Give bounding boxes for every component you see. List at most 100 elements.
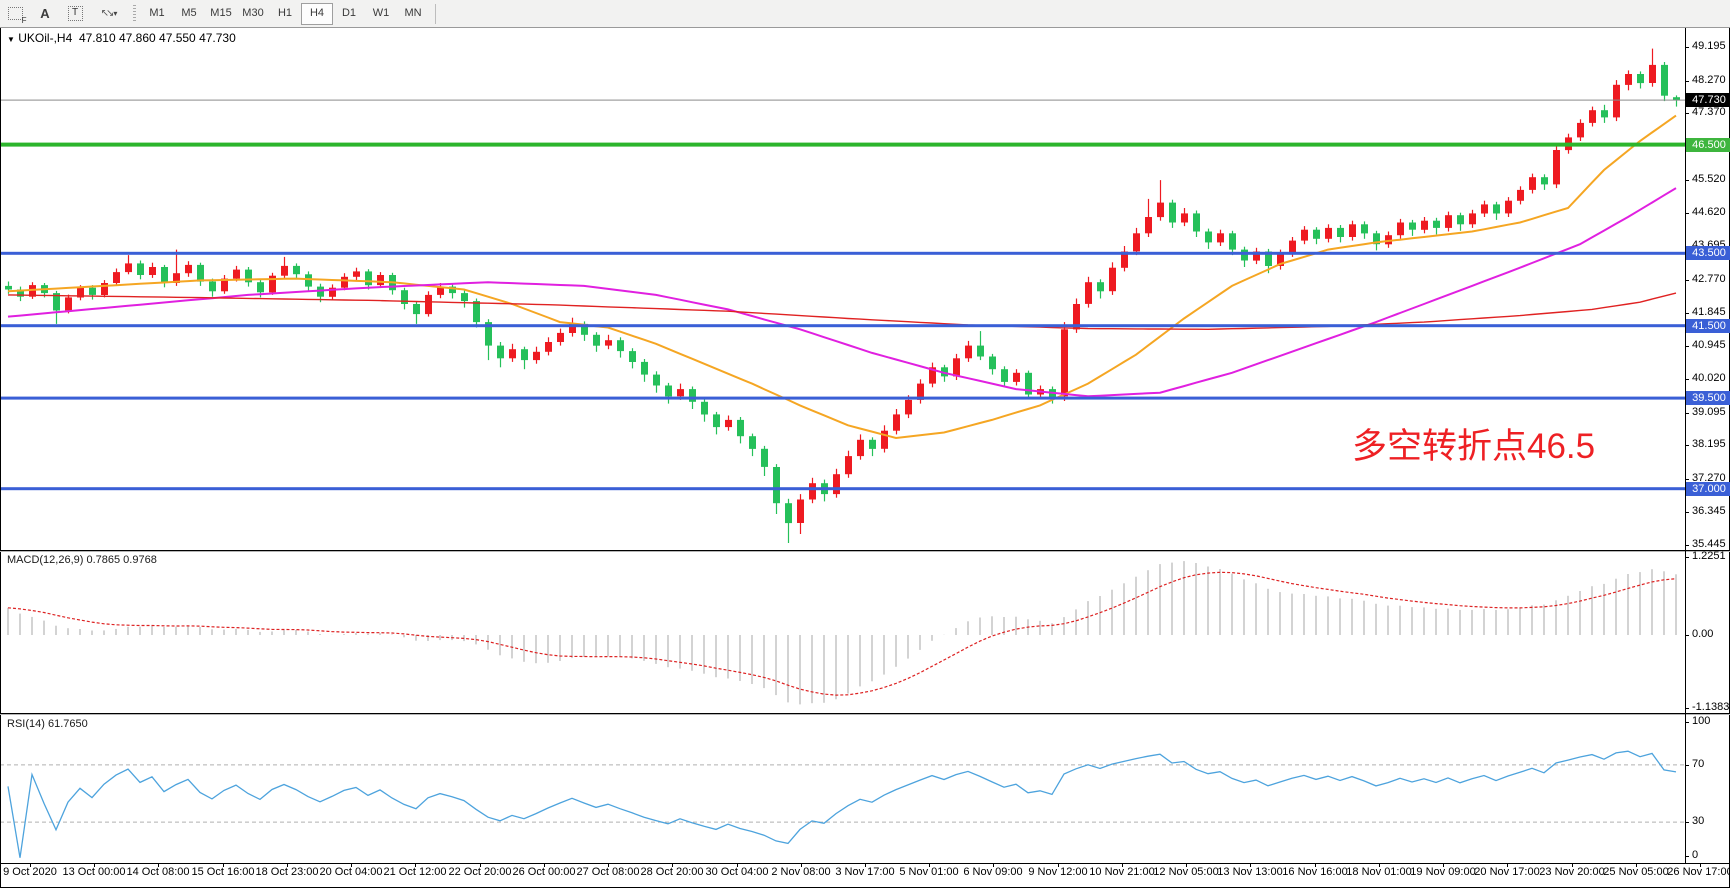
rsi-axis-tick (1685, 822, 1689, 823)
time-axis-label: 10 Nov 21:00 (1089, 866, 1155, 878)
pivot-line (0, 142, 1685, 147)
time-axis-label: 20 Nov 17:00 (1474, 866, 1540, 878)
price-axis-label: 49.195 (1692, 40, 1726, 52)
time-axis-tick (1443, 863, 1444, 867)
time-axis-label: 13 Oct 00:00 (62, 866, 126, 878)
support-line (0, 487, 1685, 491)
timeframe-button-m5[interactable]: M5 (181, 6, 197, 19)
time-axis-tick (801, 863, 802, 867)
time-axis-label: 2 Nov 08:00 (771, 866, 831, 878)
time-axis-label: 21 Oct 12:00 (383, 866, 447, 878)
price-axis-tick (1685, 180, 1689, 181)
time-axis-label: 26 Oct 00:00 (512, 866, 576, 878)
price-axis-tick (1685, 445, 1689, 446)
time-axis-tick (1636, 863, 1637, 867)
chart-title: ▼ UKOil-,H4 47.810 47.860 47.550 47.730 (7, 31, 236, 45)
timeframe-button-h4[interactable]: H4 (301, 2, 333, 25)
macd-axis-tick (1685, 708, 1689, 709)
price-axis-tick (1685, 81, 1689, 82)
time-axis-tick (287, 863, 288, 867)
timeframe-button-h1[interactable]: H1 (277, 6, 293, 19)
text-label-tool-button[interactable]: A (31, 2, 59, 26)
time-axis-tick (1058, 863, 1059, 867)
price-badge-37.000: 37.000 (1686, 482, 1730, 496)
time-axis-tick (351, 863, 352, 867)
price-axis-label: 40.020 (1692, 372, 1726, 384)
toolbar-gripper[interactable] (133, 4, 136, 23)
arrow-objects-icon: ↖↘ (100, 8, 115, 19)
macd-pane[interactable] (0, 552, 1685, 712)
timeframe-button-m15[interactable]: M15 (210, 6, 232, 19)
macd-axis-tick (1685, 557, 1689, 558)
time-axis-label: 13 Nov 13:00 (1217, 866, 1283, 878)
ohlc-readout: 47.810 47.860 47.550 47.730 (78, 31, 236, 45)
price-axis-label: 39.095 (1692, 406, 1726, 418)
support-line (0, 324, 1685, 328)
timeframe-button-mn[interactable]: MN (404, 6, 422, 19)
price-axis-tick (1685, 346, 1689, 347)
macd-axis-tick (1685, 635, 1689, 636)
price-badge-43.500: 43.500 (1686, 246, 1730, 260)
time-axis-label: 25 Nov 05:00 (1603, 866, 1669, 878)
timeframe-toolbar: M1 M5 M15 M30 H1 H4 D1 W1 MN (141, 2, 429, 25)
price-axis-label: 44.620 (1692, 206, 1726, 218)
fibonacci-icon: F (7, 7, 27, 25)
timeframe-button-m30[interactable]: M30 (242, 6, 264, 19)
chevron-down-icon: ▾ (113, 9, 118, 18)
price-axis-tick (1685, 47, 1689, 48)
arrow-objects-button[interactable]: ↖↘ ▾ (91, 2, 127, 26)
chart-menu-icon: ▼ (7, 35, 15, 44)
time-axis-tick (737, 863, 738, 867)
price-pane[interactable] (0, 27, 1685, 551)
time-axis-label: 3 Nov 17:00 (835, 866, 895, 878)
macd-name: MACD(12,26,9) (7, 554, 84, 566)
timeframe-button-m1[interactable]: M1 (149, 6, 165, 19)
time-axis-label: 16 Nov 16:00 (1282, 866, 1348, 878)
time-axis-label: 20 Oct 04:00 (319, 866, 383, 878)
time-axis-label: 14 Oct 08:00 (126, 866, 190, 878)
price-axis-tick (1685, 280, 1689, 281)
rsi-axis-label: 0 (1692, 849, 1699, 861)
chart-annotation-text[interactable]: 多空转折点46.5 (1352, 427, 1596, 466)
time-axis-label: 28 Oct 20:00 (640, 866, 704, 878)
price-axis-label: 47.370 (1692, 106, 1726, 118)
candles-group (5, 48, 1680, 543)
support-line (0, 251, 1685, 255)
price-axis-label: 45.520 (1692, 173, 1726, 185)
text-tool-button[interactable]: T (61, 2, 89, 26)
pane-separator[interactable] (0, 550, 1730, 551)
price-axis-label: 40.945 (1692, 339, 1726, 351)
price-axis-tick (1685, 512, 1689, 513)
time-axis-tick (1572, 863, 1573, 867)
rsi-axis-tick (1685, 722, 1689, 723)
rsi-pane[interactable] (0, 715, 1685, 863)
price-axis-tick (1685, 413, 1689, 414)
time-axis-tick (865, 863, 866, 867)
macd-indicator-label: MACD(12,26,9) 0.7865 0.9768 (7, 554, 157, 566)
rsi-axis-label: 30 (1692, 815, 1705, 827)
time-axis-tick (480, 863, 481, 867)
time-axis-tick (1507, 863, 1508, 867)
fibonacci-tool-button[interactable]: F (1, 2, 29, 26)
price-axis-label: 42.770 (1692, 273, 1726, 285)
price-badge-41.500: 41.500 (1686, 319, 1730, 333)
price-axis-tick (1685, 113, 1689, 114)
support-line (0, 396, 1685, 400)
price-axis-tick (1685, 213, 1689, 214)
time-axis-label: 15 Oct 16:00 (191, 866, 255, 878)
time-axis-tick (672, 863, 673, 867)
pane-separator[interactable] (0, 713, 1730, 714)
price-badge-39.500: 39.500 (1686, 391, 1730, 405)
time-axis-label: 26 Nov 17:00 (1667, 866, 1730, 878)
time-axis-tick (608, 863, 609, 867)
price-axis-label: 38.195 (1692, 438, 1726, 450)
rsi-axis-tick (1685, 856, 1689, 857)
rsi-axis-label: 100 (1692, 715, 1711, 727)
macd-signal-line (7, 571, 1677, 696)
price-axis-label: 36.345 (1692, 505, 1726, 517)
timeframe-button-d1[interactable]: D1 (341, 6, 357, 19)
time-axis-tick (1379, 863, 1380, 867)
time-axis-label: 5 Nov 01:00 (899, 866, 959, 878)
timeframe-button-w1[interactable]: W1 (372, 6, 390, 19)
